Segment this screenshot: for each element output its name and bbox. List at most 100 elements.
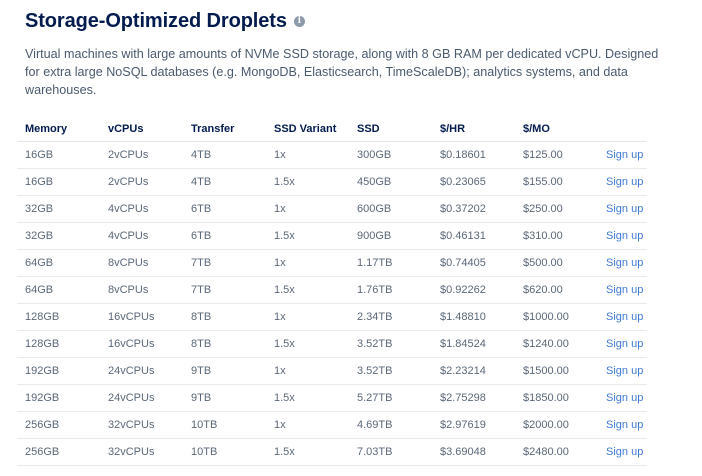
transfer-cell: 6TB	[183, 195, 266, 223]
memory-cell: 16GB	[17, 168, 100, 196]
price-monthly-cell: $500.00	[515, 249, 598, 277]
transfer-cell: 10TB	[183, 438, 266, 466]
price-hourly-cell: $0.18601	[432, 141, 515, 169]
sign-up-link[interactable]: Sign up	[598, 195, 647, 223]
price-hourly-cell: $0.37202	[432, 195, 515, 223]
ssd-variant-cell: 1.5x	[266, 276, 349, 304]
ssd-cell: 3.52TB	[349, 357, 432, 385]
ssd-variant-cell: 1x	[266, 411, 349, 439]
vcpus-cell: 24vCPUs	[100, 357, 183, 385]
price-monthly-cell: $620.00	[515, 276, 598, 304]
ssd-cell: 450GB	[349, 168, 432, 196]
vcpus-cell: 4vCPUs	[100, 222, 183, 250]
sign-up-link[interactable]: Sign up	[598, 168, 647, 196]
ssd-variant-cell: 1x	[266, 303, 349, 331]
sign-up-link[interactable]: Sign up	[598, 276, 647, 304]
vcpus-cell: 32vCPUs	[100, 411, 183, 439]
table-row: 16GB 2vCPUs 4TB 1.5x 450GB $0.23065 $155.00 Sig…	[17, 168, 647, 196]
memory-cell: 16GB	[17, 141, 100, 169]
transfer-cell: 7TB	[183, 249, 266, 277]
table-header-row: Memory vCPUs Transfer SSD Variant SSD $/…	[17, 117, 647, 142]
ssd-cell: 300GB	[349, 141, 432, 169]
price-monthly-cell: $1850.00	[515, 384, 598, 412]
price-monthly-cell: $1240.00	[515, 330, 598, 358]
column-header-ssd: SSD	[349, 117, 432, 142]
table-row: 64GB 8vCPUs 7TB 1.5x 1.76TB $0.92262 $620.00 Si…	[17, 276, 647, 304]
price-monthly-cell: $310.00	[515, 222, 598, 250]
transfer-cell: 9TB	[183, 357, 266, 385]
sign-up-link[interactable]: Sign up	[598, 384, 647, 412]
vcpus-cell: 2vCPUs	[100, 168, 183, 196]
ssd-cell: 2.34TB	[349, 303, 432, 331]
price-monthly-cell: $250.00	[515, 195, 598, 223]
memory-cell: 128GB	[17, 303, 100, 331]
ssd-cell: 900GB	[349, 222, 432, 250]
memory-cell: 192GB	[17, 384, 100, 412]
table-row: 128GB 16vCPUs 8TB 1.5x 3.52TB $1.84524 $1240.0…	[17, 330, 647, 358]
transfer-cell: 9TB	[183, 384, 266, 412]
table-row: 32GB 4vCPUs 6TB 1x 600GB $0.37202 $250.00 Sign …	[17, 195, 647, 223]
ssd-variant-cell: 1x	[266, 141, 349, 169]
table-row: 64GB 8vCPUs 7TB 1x 1.17TB $0.74405 $500.00 Sign…	[17, 249, 647, 277]
sign-up-link[interactable]: Sign up	[598, 303, 647, 331]
sign-up-link[interactable]: Sign up	[598, 411, 647, 439]
transfer-cell: 8TB	[183, 303, 266, 331]
info-icon[interactable]: i	[293, 16, 305, 27]
ssd-cell: 1.17TB	[349, 249, 432, 277]
vcpus-cell: 16vCPUs	[100, 330, 183, 358]
vcpus-cell: 16vCPUs	[100, 303, 183, 331]
vcpus-cell: 4vCPUs	[100, 195, 183, 223]
table-row: 256GB 32vCPUs 10TB 1x 4.69TB $2.97619 $2000.00…	[17, 411, 647, 439]
vcpus-cell: 32vCPUs	[100, 438, 183, 466]
transfer-cell: 8TB	[183, 330, 266, 358]
price-hourly-cell: $2.75298	[432, 384, 515, 412]
sign-up-link[interactable]: Sign up	[598, 438, 647, 466]
sign-up-link[interactable]: Sign up	[598, 249, 647, 277]
transfer-cell: 6TB	[183, 222, 266, 250]
table-row: 128GB 16vCPUs 8TB 1x 2.34TB $1.48810 $1000.00 S…	[17, 303, 647, 331]
pricing-table: Memory vCPUs Transfer SSD Variant SSD $/…	[17, 117, 647, 466]
page-title: Storage-Optimized Droplets	[25, 10, 287, 32]
price-monthly-cell: $2480.00	[515, 438, 598, 466]
price-hourly-cell: $2.97619	[432, 411, 515, 439]
price-monthly-cell: $125.00	[515, 141, 598, 169]
memory-cell: 32GB	[17, 195, 100, 223]
page-description: Virtual machines with large amounts of N…	[25, 47, 659, 97]
title-row: Storage-Optimized Droplets i	[25, 10, 305, 33]
table-row: 192GB 24vCPUs 9TB 1x 3.52TB $2.23214 $1500.00 S…	[17, 357, 647, 385]
ssd-variant-cell: 1.5x	[266, 330, 349, 358]
ssd-cell: 600GB	[349, 195, 432, 223]
sign-up-link[interactable]: Sign up	[598, 330, 647, 358]
vcpus-cell: 8vCPUs	[100, 276, 183, 304]
price-hourly-cell: $0.74405	[432, 249, 515, 277]
price-hourly-cell: $2.23214	[432, 357, 515, 385]
transfer-cell: 10TB	[183, 411, 266, 439]
sign-up-link[interactable]: Sign up	[598, 222, 647, 250]
price-monthly-cell: $155.00	[515, 168, 598, 196]
column-header-vcpus: vCPUs	[100, 117, 183, 142]
table-row: 16GB 2vCPUs 4TB 1x 300GB $0.18601 $125.00 Sign …	[17, 141, 647, 169]
column-header-price-hourly: $/HR	[432, 117, 515, 142]
memory-cell: 64GB	[17, 249, 100, 277]
column-header-price-monthly: $/MO	[515, 117, 598, 142]
column-header-action	[598, 117, 647, 142]
price-hourly-cell: $0.46131	[432, 222, 515, 250]
vcpus-cell: 8vCPUs	[100, 249, 183, 277]
table-header: Memory vCPUs Transfer SSD Variant SSD $/…	[17, 117, 647, 142]
memory-cell: 256GB	[17, 411, 100, 439]
sign-up-link[interactable]: Sign up	[598, 141, 647, 169]
table-row: 192GB 24vCPUs 9TB 1.5x 5.27TB $2.75298 $1850.0…	[17, 384, 647, 412]
vcpus-cell: 2vCPUs	[100, 141, 183, 169]
price-hourly-cell: $1.48810	[432, 303, 515, 331]
ssd-cell: 5.27TB	[349, 384, 432, 412]
ssd-cell: 7.03TB	[349, 438, 432, 466]
sign-up-link[interactable]: Sign up	[598, 357, 647, 385]
ssd-variant-cell: 1.5x	[266, 168, 349, 196]
column-header-memory: Memory	[17, 117, 100, 142]
price-monthly-cell: $2000.00	[515, 411, 598, 439]
memory-cell: 128GB	[17, 330, 100, 358]
table-body: 16GB 2vCPUs 4TB 1x 300GB $0.18601 $125.00 Sign …	[17, 141, 647, 466]
price-hourly-cell: $3.69048	[432, 438, 515, 466]
ssd-cell: 4.69TB	[349, 411, 432, 439]
column-header-transfer: Transfer	[183, 117, 266, 142]
